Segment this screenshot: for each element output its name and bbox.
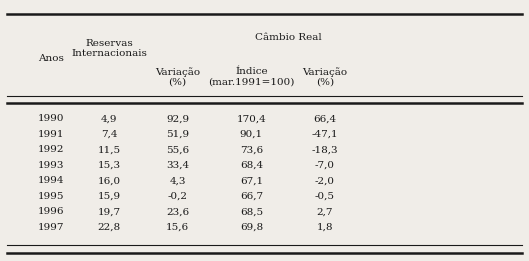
Text: 1991: 1991 (38, 130, 65, 139)
Text: -0,5: -0,5 (315, 192, 335, 201)
Text: Anos: Anos (38, 54, 64, 63)
Text: 92,9: 92,9 (166, 114, 189, 123)
Text: 73,6: 73,6 (240, 145, 263, 154)
Text: 90,1: 90,1 (240, 130, 263, 139)
Text: -47,1: -47,1 (312, 130, 339, 139)
Text: 15,3: 15,3 (98, 161, 121, 170)
Text: 1993: 1993 (38, 161, 65, 170)
Text: 33,4: 33,4 (166, 161, 189, 170)
Text: 16,0: 16,0 (98, 176, 121, 185)
Text: 2,7: 2,7 (317, 207, 333, 216)
Text: Variação
(%): Variação (%) (303, 67, 348, 87)
Text: Variação
(%): Variação (%) (155, 67, 200, 87)
Text: 1997: 1997 (38, 223, 65, 232)
Text: 68,5: 68,5 (240, 207, 263, 216)
Text: 1,8: 1,8 (317, 223, 333, 232)
Text: -2,0: -2,0 (315, 176, 335, 185)
Text: 4,9: 4,9 (101, 114, 117, 123)
Text: 7,4: 7,4 (101, 130, 117, 139)
Text: 15,6: 15,6 (166, 223, 189, 232)
Text: Índice
(mar.1991=100): Índice (mar.1991=100) (208, 67, 295, 87)
Text: 66,4: 66,4 (314, 114, 336, 123)
Text: 23,6: 23,6 (166, 207, 189, 216)
Text: 55,6: 55,6 (166, 145, 189, 154)
Text: 15,9: 15,9 (98, 192, 121, 201)
Text: 4,3: 4,3 (169, 176, 186, 185)
Text: 19,7: 19,7 (98, 207, 121, 216)
Text: 1990: 1990 (38, 114, 65, 123)
Text: 68,4: 68,4 (240, 161, 263, 170)
Text: -7,0: -7,0 (315, 161, 335, 170)
Text: 69,8: 69,8 (240, 223, 263, 232)
Text: 1995: 1995 (38, 192, 65, 201)
Text: 11,5: 11,5 (98, 145, 121, 154)
Text: -0,2: -0,2 (168, 192, 188, 201)
Text: Reservas
Internacionais: Reservas Internacionais (71, 39, 147, 58)
Text: 22,8: 22,8 (98, 223, 121, 232)
Text: 67,1: 67,1 (240, 176, 263, 185)
Text: 66,7: 66,7 (240, 192, 263, 201)
Text: -18,3: -18,3 (312, 145, 339, 154)
Text: 1992: 1992 (38, 145, 65, 154)
Text: 170,4: 170,4 (236, 114, 266, 123)
Text: 1994: 1994 (38, 176, 65, 185)
Text: Câmbio Real: Câmbio Real (255, 33, 322, 42)
Text: 51,9: 51,9 (166, 130, 189, 139)
Text: 1996: 1996 (38, 207, 65, 216)
